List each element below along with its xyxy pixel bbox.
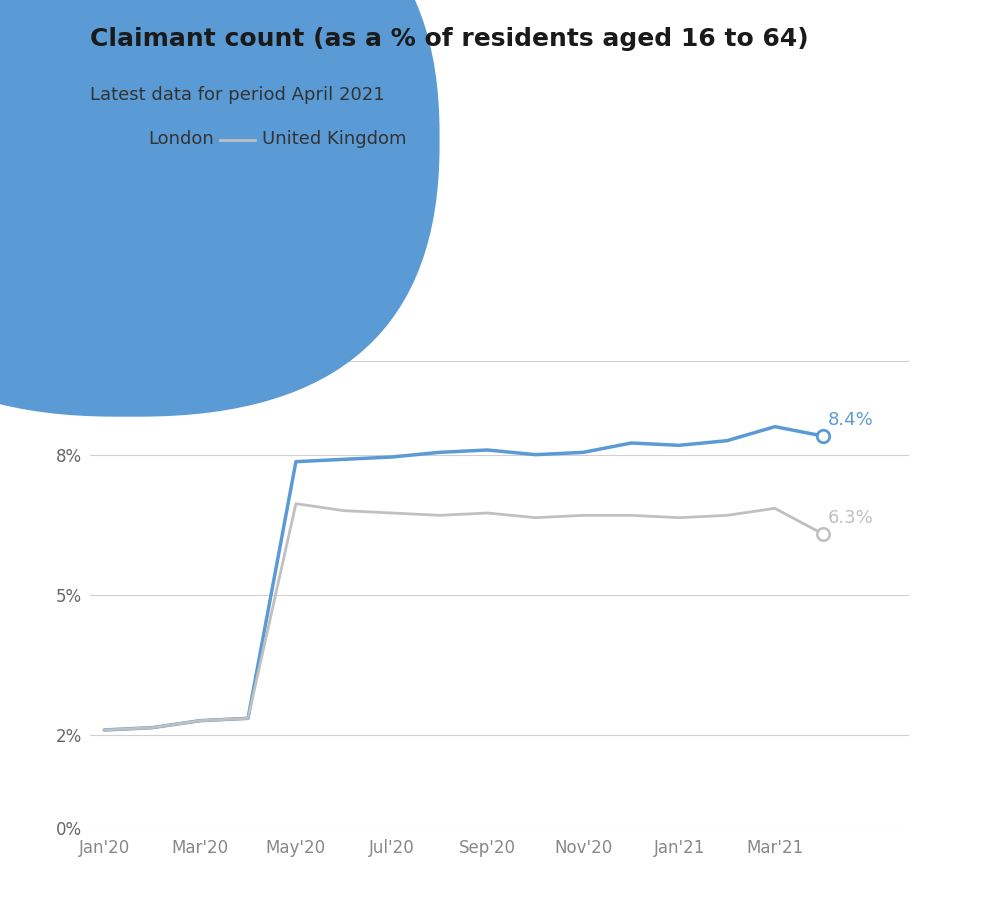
Text: 6.3%: 6.3% [827,509,873,527]
Text: London: London [148,130,214,148]
Text: 8.4%: 8.4% [827,411,873,429]
Text: Claimant count (as a % of residents aged 16 to 64): Claimant count (as a % of residents aged… [90,27,808,51]
Text: United Kingdom: United Kingdom [262,130,407,148]
Text: Latest data for period April 2021: Latest data for period April 2021 [90,86,385,104]
